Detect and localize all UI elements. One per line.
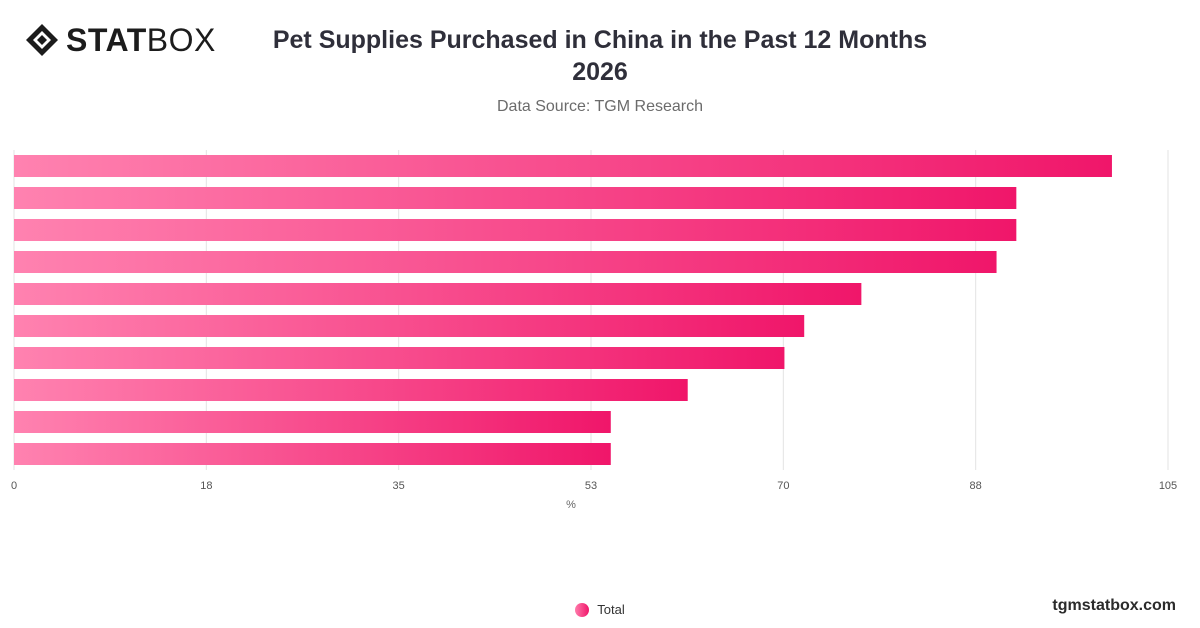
legend-swatch-icon	[575, 602, 590, 617]
chart-year: 2026	[572, 58, 628, 86]
bar[interactable]	[14, 379, 688, 401]
x-tick-label: 53	[585, 480, 597, 492]
bar[interactable]	[14, 443, 611, 465]
legend-label: Total	[597, 602, 625, 617]
bar[interactable]	[14, 155, 1112, 177]
footer-url[interactable]: tgmstatbox.com	[1052, 597, 1176, 614]
x-tick-label: 18	[200, 480, 212, 492]
logo-wordmark: STATBOX	[66, 22, 216, 58]
x-tick-label: 105	[1159, 480, 1177, 492]
bar[interactable]	[14, 283, 862, 305]
x-tick-label: 88	[970, 480, 982, 492]
bar[interactable]	[14, 187, 1017, 209]
diamond-logo-icon	[26, 24, 58, 56]
x-axis-ticks: 0 18 35 53 70 88 105	[11, 480, 1177, 492]
statbox-logo: STATBOX	[24, 22, 216, 58]
bar[interactable]	[14, 411, 611, 433]
legend-item-total[interactable]: Total	[575, 602, 625, 617]
legend[interactable]: Total	[0, 602, 1200, 620]
x-tick-label: 70	[777, 480, 789, 492]
bar[interactable]	[14, 219, 1017, 241]
x-tick-label: 0	[11, 480, 17, 492]
x-axis-title: %	[566, 499, 576, 511]
chart-header: Pet Supplies Purchased in China in the P…	[0, 24, 1200, 116]
chart-title: Pet Supplies Purchased in China in the P…	[272, 26, 928, 54]
bar[interactable]	[14, 251, 997, 273]
x-tick-label: 35	[393, 480, 405, 492]
bars	[14, 155, 1112, 465]
bar[interactable]	[14, 347, 785, 369]
chart-subtitle: Data Source: TGM Research	[496, 98, 703, 115]
bar[interactable]	[14, 315, 805, 337]
